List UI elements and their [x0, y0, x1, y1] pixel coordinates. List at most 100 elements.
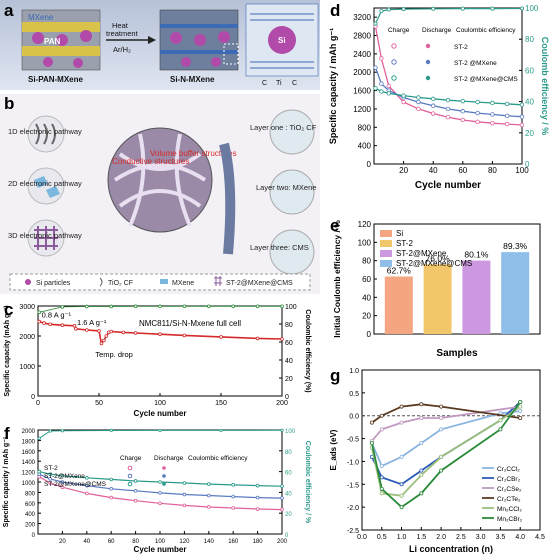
atom-c-right: C — [292, 80, 297, 87]
d-legend-header: Discharge — [422, 27, 452, 34]
e-legend-swatch — [380, 240, 392, 247]
f-legend-header: Charge — [120, 455, 142, 462]
f-series-point — [48, 481, 52, 485]
y-tick-label: 400 — [25, 512, 36, 518]
g-series-point — [419, 491, 424, 496]
layer-one-bubble — [269, 109, 315, 155]
c-capacity-point — [74, 326, 78, 331]
y-tick-label: 0 — [367, 330, 372, 339]
y-right-axis-label: Coulombic efficiency / % — [304, 441, 311, 524]
y-right-tick-label: 20 — [525, 129, 534, 138]
c-capacity-point — [97, 329, 101, 333]
d-legend-label: ST-2 @MXene — [454, 60, 497, 67]
y-tick-label: -1.0 — [347, 459, 359, 466]
f-series-point — [109, 486, 113, 491]
d-ce-point — [386, 7, 391, 12]
f-legend-label: ST-2@MXene — [44, 473, 85, 480]
y-tick-label: -2.5 — [347, 528, 359, 535]
f-series-point — [85, 483, 89, 488]
y-right-tick-label: 100 — [525, 4, 539, 13]
f-series-point — [48, 477, 52, 481]
c-capacity-point — [85, 328, 89, 332]
y-tick-label: 2000 — [353, 68, 371, 77]
d-ce-point — [401, 7, 406, 12]
g-series-point — [399, 404, 404, 409]
y-tick-label: 400 — [358, 142, 372, 151]
x-tick-label: 140 — [204, 539, 215, 545]
d-series-point — [379, 81, 384, 86]
f-legend-label: ST-2@MXene@CMS — [44, 481, 107, 488]
layer-three-bubble — [269, 229, 315, 275]
x-tick-label: 0 — [36, 400, 40, 407]
c-efficiency-point — [109, 304, 113, 309]
d-legend-marker — [391, 43, 397, 49]
d-ce-point — [519, 6, 524, 11]
c-capacity-point — [255, 336, 260, 341]
x-tick-label: 0.5 — [377, 534, 387, 541]
x-tick-label: 60 — [108, 539, 115, 545]
f-legend-marker — [162, 466, 166, 470]
d-legend-marker — [425, 43, 431, 49]
x-tick-label: 50 — [95, 400, 103, 407]
f-series-point — [231, 483, 236, 487]
atom-ti: Ti — [276, 80, 282, 87]
d-series-point — [519, 122, 525, 128]
x-tick-label: 200 — [277, 539, 288, 545]
g-legend-label: Mn₂CBr₂ — [497, 516, 523, 523]
layer-three-label: Layer three: CMS — [250, 243, 309, 252]
d-series-point — [460, 98, 465, 104]
e-legend-swatch — [380, 230, 392, 237]
c-capacity-point — [37, 319, 42, 324]
d-series-point — [401, 99, 406, 105]
x-tick-label: 3.0 — [476, 534, 486, 541]
layer-one-label: Layer one : TiO₂ CF — [250, 123, 317, 132]
c-chart-title: NMC811/Si-N-Mxene full cell — [139, 319, 241, 328]
y-tick-label: 800 — [358, 123, 372, 132]
g-series-point — [518, 416, 523, 421]
y-tick-label: 0 — [31, 394, 35, 401]
chart-d: 20 40 60 80 10004008001200160020002400280032… — [328, 4, 550, 191]
y-tick-label: 60 — [362, 275, 371, 284]
f-series-point — [48, 472, 52, 476]
ar-h2-label: Ar/H₂ — [113, 45, 131, 54]
g-legend-label: Cr₂CTe₂ — [497, 496, 521, 503]
d-series-point — [416, 99, 421, 105]
d-ce-point — [431, 6, 436, 11]
d-legend-marker — [425, 75, 431, 81]
f-series-point — [60, 485, 65, 489]
e-legend-label: Si — [396, 229, 403, 238]
d-series-point — [379, 89, 384, 94]
g-series-point — [419, 416, 424, 421]
f-series-point — [85, 476, 89, 480]
panel-d-letter: d — [330, 1, 341, 20]
f-series-point — [109, 477, 113, 482]
y-right-tick-label: 40 — [285, 491, 292, 497]
x-tick-label: 150 — [215, 400, 227, 407]
panel-b-schematic: 1D electronic pathway 2D electronic path… — [0, 94, 320, 294]
x-axis-label: Samples — [436, 348, 478, 359]
d-ce-point — [379, 9, 384, 14]
pathway-2d-icon — [34, 176, 60, 198]
f-series-point — [255, 507, 260, 511]
c-efficiency-point — [280, 304, 284, 309]
c-efficiency-point — [231, 304, 236, 309]
y-tick-label: 1200 — [22, 471, 36, 477]
x-tick-label: 3.5 — [496, 534, 506, 541]
c-capacity-point — [72, 323, 77, 328]
x-tick-label: 20 — [399, 166, 408, 175]
y-right-tick-label: 0 — [285, 394, 289, 401]
d-series-point — [416, 106, 421, 112]
c-efficiency-point — [207, 304, 211, 309]
c-efficiency-point — [133, 304, 138, 309]
g-series-point — [419, 441, 424, 446]
y-tick-label: 20 — [362, 312, 371, 321]
c-capacity-point — [280, 337, 284, 341]
d-series-point — [460, 117, 465, 123]
e-legend-swatch — [380, 250, 392, 257]
g-series-point — [439, 427, 444, 432]
y-tick-label: 1600 — [353, 87, 371, 96]
y-right-tick-label: 0 — [285, 533, 289, 539]
d-series-point — [490, 112, 495, 117]
e-bar-value-label: 89.3% — [503, 241, 528, 251]
g-legend-label: Cr₂CSe₂ — [497, 486, 522, 493]
